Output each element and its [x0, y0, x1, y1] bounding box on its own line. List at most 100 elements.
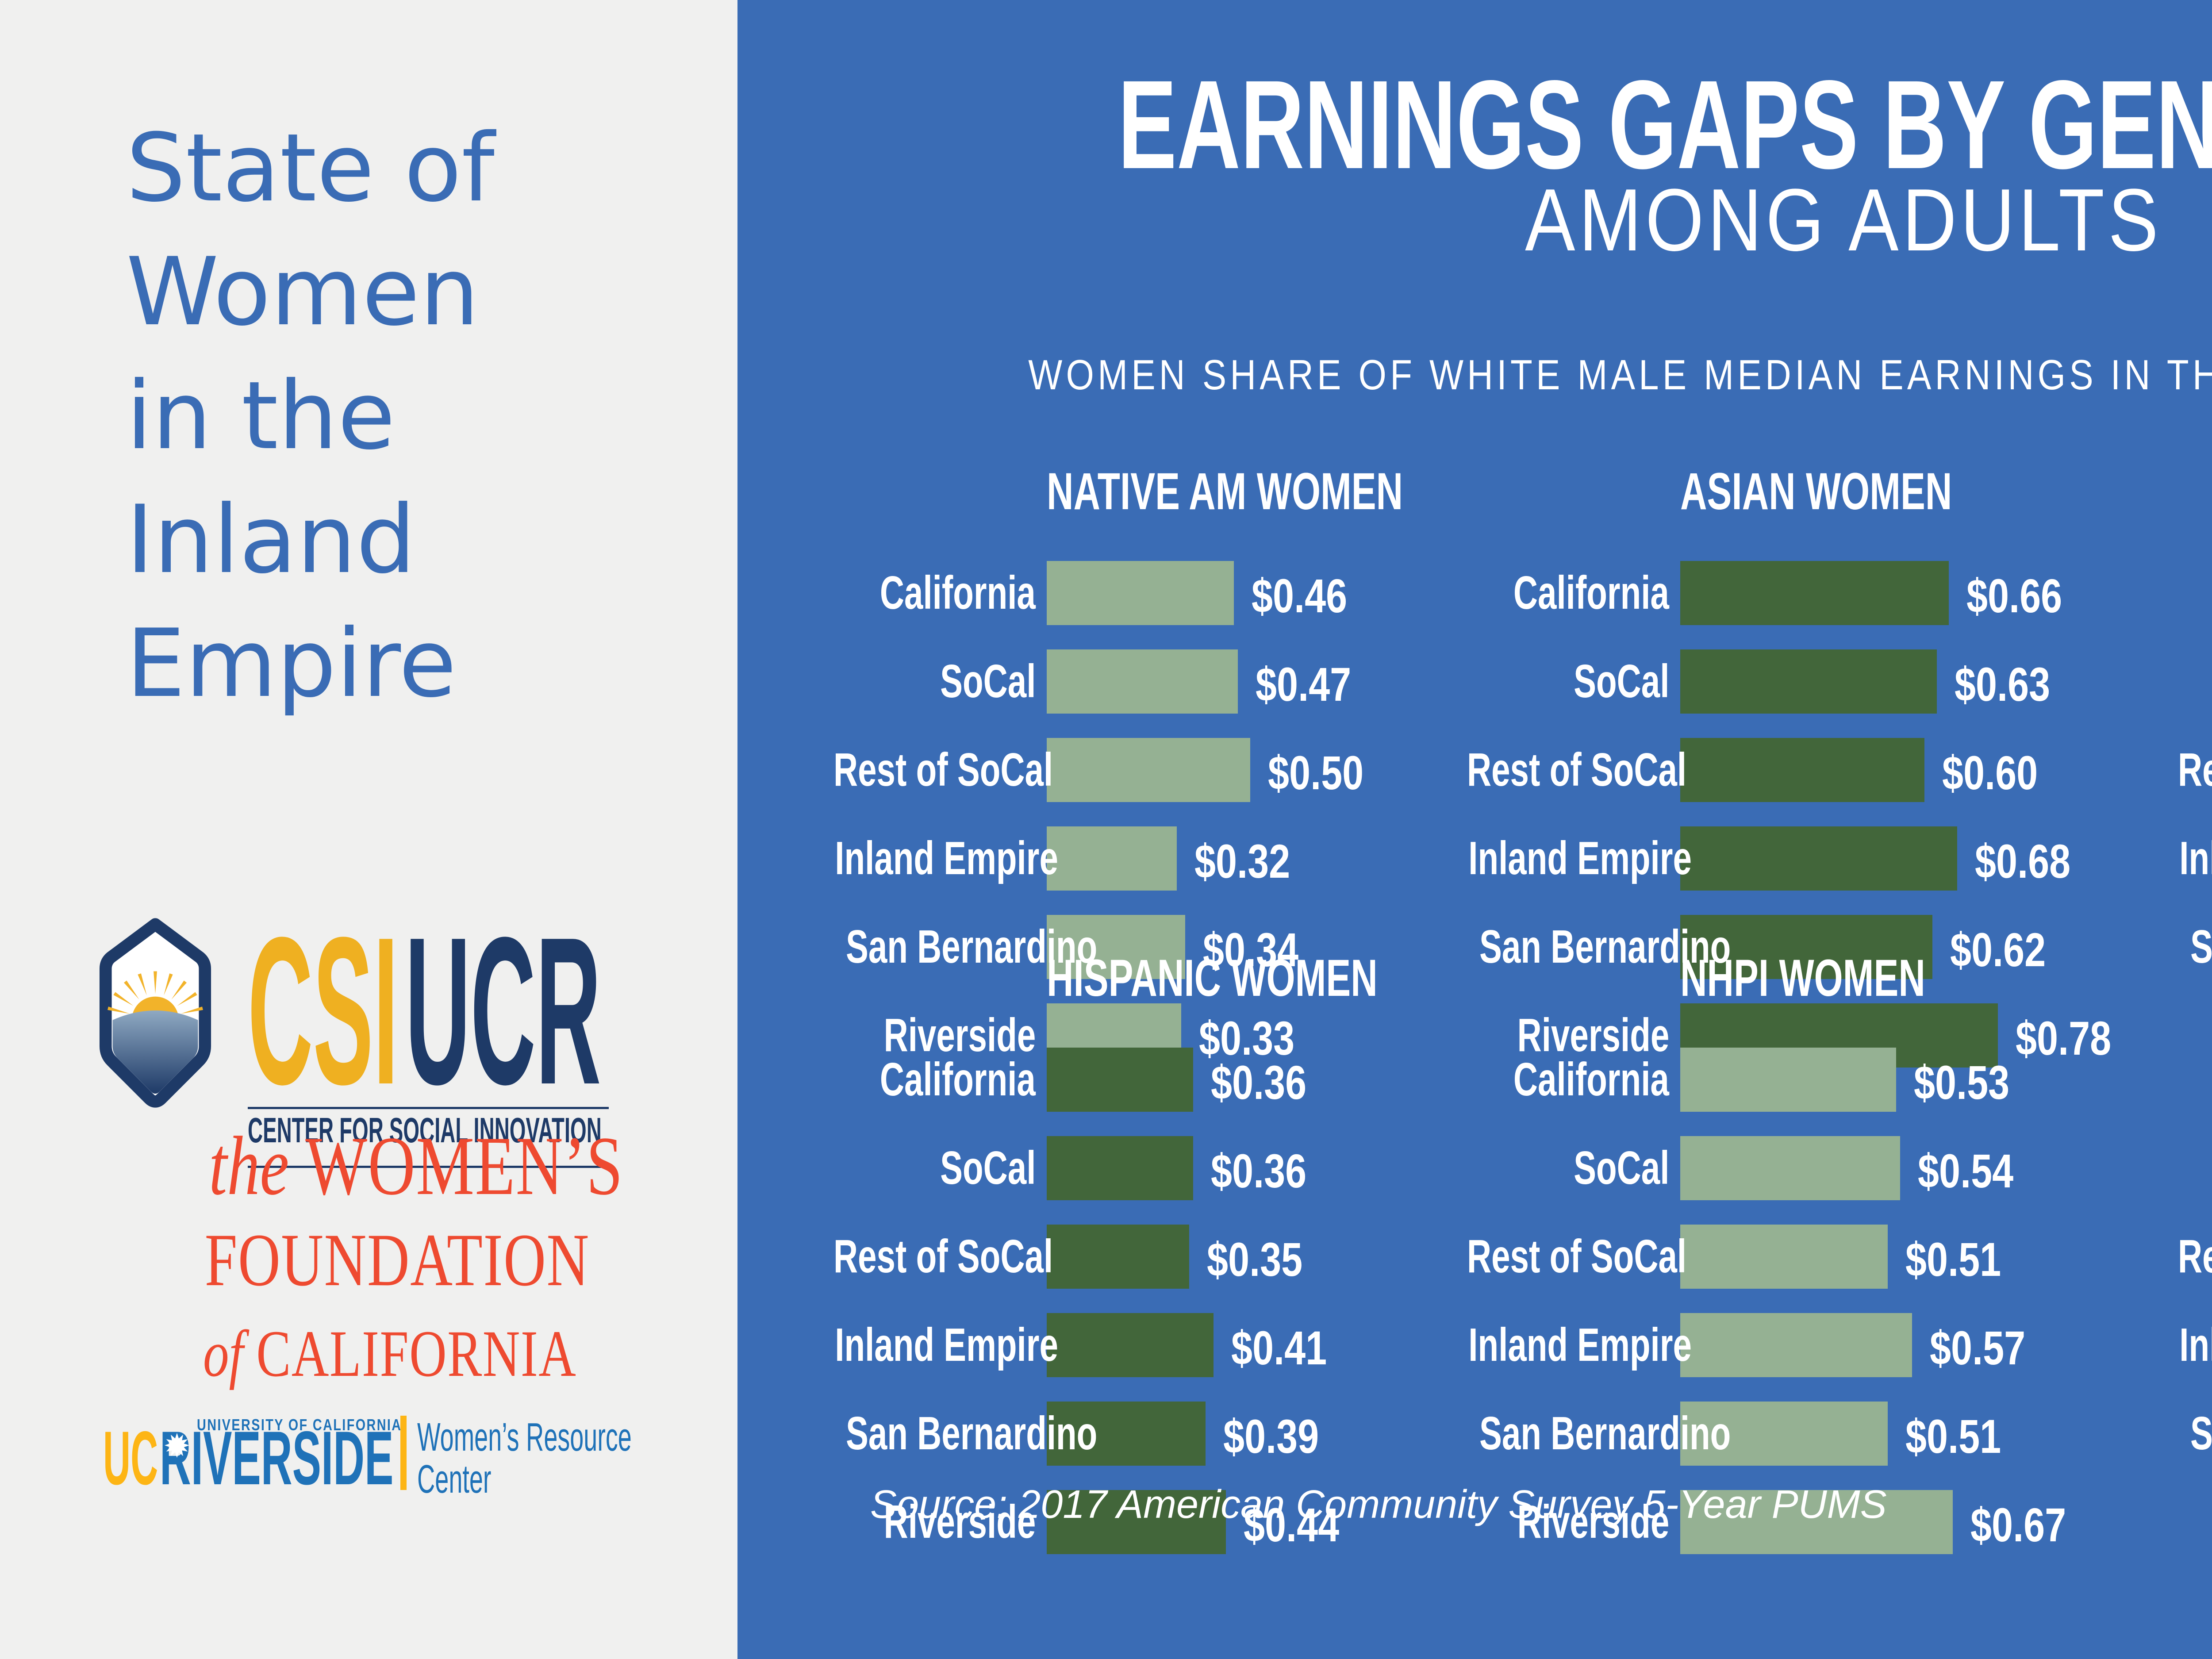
measure-label: WOMEN SHARE OF WHITE MALE MEDIAN EARNING… — [1028, 351, 2212, 399]
chart-row: Rest of SoCal $0.50 — [748, 726, 1522, 814]
chart-row: Inland Empire $0.68 — [1382, 814, 2156, 902]
chart-native-am-women: NATIVE AM WOMEN California $0.46 SoCal $0.47… — [748, 464, 1522, 1079]
bar-value: $0.78 — [2016, 1011, 2112, 1065]
chart-row: California $0.66 — [1382, 549, 2156, 637]
bar-value: $0.51 — [1905, 1232, 2001, 1286]
bar-value: $0.67 — [1970, 1498, 2066, 1551]
bar — [1680, 1224, 1888, 1289]
csi-tagline: CENTER FOR SOCIAL INNOVATION — [248, 1110, 602, 1150]
category-label: Inland Empire — [1468, 1318, 1692, 1371]
chart-row: Riverside$0.68 — [2093, 1478, 2212, 1566]
ucr-divider-bar — [400, 1416, 407, 1490]
bar — [1680, 737, 1924, 802]
chart-row: San Bernardino $0.51 — [1382, 1389, 2156, 1478]
wfc-womens: WOMEN’S — [305, 1120, 624, 1213]
bar — [1680, 914, 1932, 979]
chart-row: Riverside $0.67 — [1382, 1478, 2156, 1566]
chart-row: Rest of SoCal $0.51 — [1382, 1212, 2156, 1301]
bar — [1680, 1313, 1912, 1377]
bar-value: $0.41 — [1231, 1321, 1327, 1375]
bar-value: $0.50 — [1268, 745, 1364, 799]
category-label: Rest of SoCal — [2177, 743, 2212, 796]
chart-row: Inland Empire $0.41 — [748, 1301, 1522, 1389]
chart-nhpi-women: NHPI WOMEN California $0.53 SoCal $0.54 Rest … — [1382, 950, 2156, 1566]
bar-value: $0.54 — [1918, 1144, 2014, 1198]
ucr-university-label: UNIVERSITY OF CALIFORNIA — [197, 1416, 402, 1434]
bar — [1047, 1047, 1193, 1112]
bar-value: $0.34 — [1203, 922, 1299, 976]
category-label: Rest of SoCal — [833, 743, 1053, 796]
chart-row: Rest of SoCal $0.35 — [748, 1212, 1522, 1301]
csi-sun-badge-icon — [99, 918, 211, 1108]
chart-row: California$0.54 — [2093, 549, 2212, 637]
chart-row: SoCal $0.47 — [748, 637, 1522, 726]
sidebar: State of Women in the Inland Empire — [0, 0, 737, 1659]
bar — [1047, 1490, 1226, 1554]
category-label: Rest of SoCal — [2177, 1230, 2212, 1283]
chart-title: ASIAN WOMEN — [1680, 462, 1952, 521]
category-label: California — [1513, 1053, 1669, 1106]
bar-value: $0.36 — [1211, 1055, 1307, 1109]
bar — [1680, 1401, 1888, 1466]
category-label: California — [880, 1053, 1036, 1106]
category-label: SoCal — [2093, 655, 2212, 708]
category-label: Riverside — [883, 1495, 1036, 1548]
category-label: California — [1513, 566, 1669, 619]
bar-value: $0.47 — [1256, 657, 1352, 711]
category-label: Rest of SoCal — [1467, 743, 1687, 796]
csi-rule-bottom — [248, 1166, 609, 1168]
csi-rule-top — [248, 1107, 609, 1109]
bar-value: $0.32 — [1194, 834, 1290, 888]
main-subtitle: AMONG ADULTS — [1525, 171, 2162, 269]
category-label: Rest of SoCal — [1467, 1230, 1687, 1283]
category-label: Riverside — [883, 1009, 1036, 1061]
category-label: Riverside — [1517, 1009, 1669, 1061]
chart-panel: EARNINGS GAPS BY GENDER AND RACE AMONG A… — [737, 0, 2212, 1659]
bar-value: $0.63 — [1955, 657, 2051, 711]
category-label: San Bernardino — [1479, 1407, 1731, 1459]
bar — [1047, 826, 1177, 891]
bar-value: $0.51 — [1905, 1409, 2001, 1463]
chart-row: Inland Empire $0.32 — [748, 814, 1522, 902]
category-label: Riverside — [1517, 1495, 1669, 1548]
chart-row: San Bernardino $0.62 — [1382, 902, 2156, 991]
chart-row: SoCal $0.36 — [748, 1124, 1522, 1212]
source-note: Source: 2017 American Community Survey 5… — [870, 1482, 1887, 1527]
chart-row: San Bernardino$0.60 — [2093, 902, 2212, 991]
chart-row: Inland Empire$0.63 — [2093, 1301, 2212, 1389]
category-label: San Bernardino — [1479, 920, 1731, 973]
csi-acronym-ucr: UCR — [405, 893, 601, 1128]
bar-value: $0.57 — [1930, 1321, 2026, 1375]
chart-row: Inland Empire$0.58 — [2093, 814, 2212, 902]
category-label: Inland Empire — [2179, 832, 2212, 884]
category-label: California — [880, 566, 1036, 619]
chart-row: California $0.53 — [1382, 1035, 2156, 1124]
bar-value: $0.39 — [1223, 1409, 1319, 1463]
womens-foundation-logo: the WOMEN’S FOUNDATION of CALIFORNIA — [150, 1119, 623, 1401]
ucr-uc-label: UC — [103, 1416, 158, 1501]
category-label: Inland Empire — [835, 832, 1058, 884]
bar — [1680, 649, 1937, 714]
category-label: San Bernardino — [2190, 1407, 2212, 1459]
chart-white-women: WHITE WOMENCalifornia$0.67SoCal$0.68Rest… — [2093, 950, 2212, 1566]
category-label: SoCal — [1573, 655, 1669, 707]
bar — [1047, 649, 1238, 714]
sunburst-icon: ✹ — [163, 1428, 191, 1464]
chart-row: Rest of SoCal$0.53 — [2093, 726, 2212, 814]
chart-row: California $0.36 — [748, 1035, 1522, 1124]
chart-row: SoCal$0.55 — [2093, 637, 2212, 726]
report-title: State of Women in the Inland Empire — [126, 113, 495, 718]
bar-value: $0.33 — [1199, 1011, 1295, 1065]
category-label: California — [2093, 1053, 2212, 1106]
chart-row: San Bernardino $0.39 — [748, 1389, 1522, 1478]
ucr-riverside-label: RIVERSIDE — [160, 1416, 394, 1501]
wfc-california: CALIFORNIA — [256, 1317, 577, 1390]
ucr-wrc-logo: UNIVERSITY OF CALIFORNIA UC RIVERSIDE ✹ … — [103, 1416, 678, 1501]
category-label: SoCal — [2093, 1141, 2212, 1195]
bar — [1047, 561, 1234, 625]
bar — [1047, 1313, 1214, 1377]
bar — [1047, 1401, 1206, 1466]
category-label: SoCal — [940, 655, 1036, 707]
category-label: San Bernardino — [2190, 920, 2212, 973]
